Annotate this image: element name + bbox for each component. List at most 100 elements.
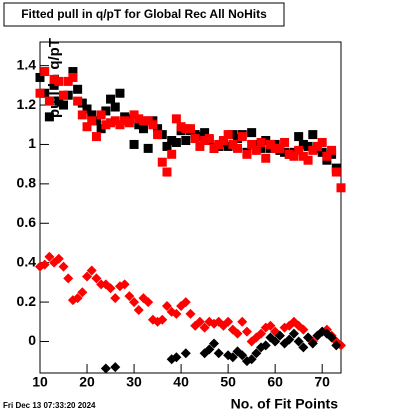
square-marker	[54, 96, 64, 106]
square-marker	[298, 139, 308, 149]
square-marker	[223, 130, 233, 140]
diamond-marker	[204, 344, 215, 355]
diamond-marker	[161, 301, 172, 312]
x-axis-label: No. of Fit Points	[231, 396, 339, 412]
y-tick-label: 1.2	[17, 96, 37, 112]
square-marker	[82, 104, 92, 114]
diamond-marker	[199, 322, 210, 333]
square-marker	[82, 122, 92, 132]
diamond-marker	[185, 308, 196, 319]
diamond-marker	[129, 297, 140, 308]
square-marker	[106, 94, 116, 104]
square-marker	[261, 153, 271, 163]
diamond-marker	[171, 308, 182, 319]
square-marker	[96, 110, 106, 120]
diamond-marker	[133, 304, 144, 315]
square-marker	[308, 130, 318, 140]
square-marker	[110, 102, 120, 112]
square-marker	[120, 116, 130, 126]
square-marker	[87, 116, 97, 126]
diamond-marker	[331, 340, 342, 351]
diamond-marker	[288, 328, 299, 339]
diamond-marker	[307, 338, 318, 349]
square-marker	[265, 139, 275, 149]
square-marker	[298, 151, 308, 161]
square-marker	[77, 98, 87, 108]
square-marker	[275, 143, 285, 153]
square-marker	[59, 100, 69, 110]
y-tick-label: 0.4	[17, 253, 37, 269]
square-marker	[153, 130, 163, 140]
square-marker	[101, 120, 111, 130]
y-tick-label: 0.2	[17, 293, 37, 309]
square-marker	[171, 137, 181, 147]
square-marker	[336, 183, 346, 193]
square-marker	[251, 145, 261, 155]
square-marker	[228, 130, 238, 140]
square-marker	[96, 124, 106, 134]
square-marker	[181, 124, 191, 134]
square-marker	[134, 120, 144, 130]
square-marker	[68, 67, 78, 77]
square-marker	[143, 143, 153, 153]
diamond-marker	[284, 334, 295, 345]
diamond-marker	[246, 354, 257, 365]
diamond-marker	[256, 328, 267, 339]
square-marker	[181, 136, 191, 146]
square-marker	[138, 116, 148, 126]
x-tick-label: 60	[267, 374, 283, 390]
diamond-marker	[232, 328, 243, 339]
square-marker	[317, 137, 327, 147]
chart-title: Fitted pull in q/pT for Global Rec All N…	[21, 7, 267, 21]
square-marker	[251, 139, 261, 149]
square-marker	[200, 136, 210, 146]
square-marker	[124, 118, 134, 128]
diamond-marker	[303, 332, 314, 343]
y-tick-label: 1	[28, 135, 36, 151]
square-marker	[289, 151, 299, 161]
diamond-marker	[298, 324, 309, 335]
square-marker	[134, 114, 144, 124]
square-marker	[129, 110, 139, 120]
diamond-marker	[44, 251, 55, 262]
square-marker	[228, 139, 238, 149]
square-marker	[247, 128, 257, 138]
square-marker	[138, 124, 148, 134]
diamond-marker	[223, 316, 234, 327]
x-tick-label: 30	[126, 374, 142, 390]
diamond-marker	[171, 352, 182, 363]
diamond-marker	[260, 340, 271, 351]
diamond-marker	[194, 316, 205, 327]
square-marker	[280, 137, 290, 147]
square-marker	[242, 149, 252, 159]
diamond-marker	[105, 283, 116, 294]
diamond-marker	[82, 271, 93, 282]
square-marker	[303, 141, 313, 151]
y-tick-label: 0.8	[17, 175, 37, 191]
diamond-marker	[209, 338, 220, 349]
square-marker	[110, 116, 120, 126]
square-marker	[44, 112, 54, 122]
square-marker	[115, 120, 125, 130]
x-tick-label: 10	[32, 374, 48, 390]
square-marker	[247, 139, 257, 149]
square-marker	[49, 80, 59, 90]
square-marker	[91, 116, 101, 126]
diamond-marker	[180, 297, 191, 308]
x-tick-label: 70	[314, 374, 330, 390]
diamond-marker	[100, 363, 111, 374]
square-marker	[186, 124, 195, 134]
diamond-marker	[143, 297, 154, 308]
square-marker	[35, 72, 45, 82]
square-marker	[237, 132, 247, 142]
square-marker	[261, 136, 271, 146]
square-marker	[195, 141, 205, 151]
diamond-marker	[237, 350, 248, 361]
square-marker	[331, 167, 341, 177]
square-marker	[77, 110, 87, 120]
square-marker	[294, 132, 304, 142]
diamond-marker	[251, 348, 262, 359]
diamond-marker	[86, 265, 97, 276]
diamond-marker	[293, 336, 304, 347]
